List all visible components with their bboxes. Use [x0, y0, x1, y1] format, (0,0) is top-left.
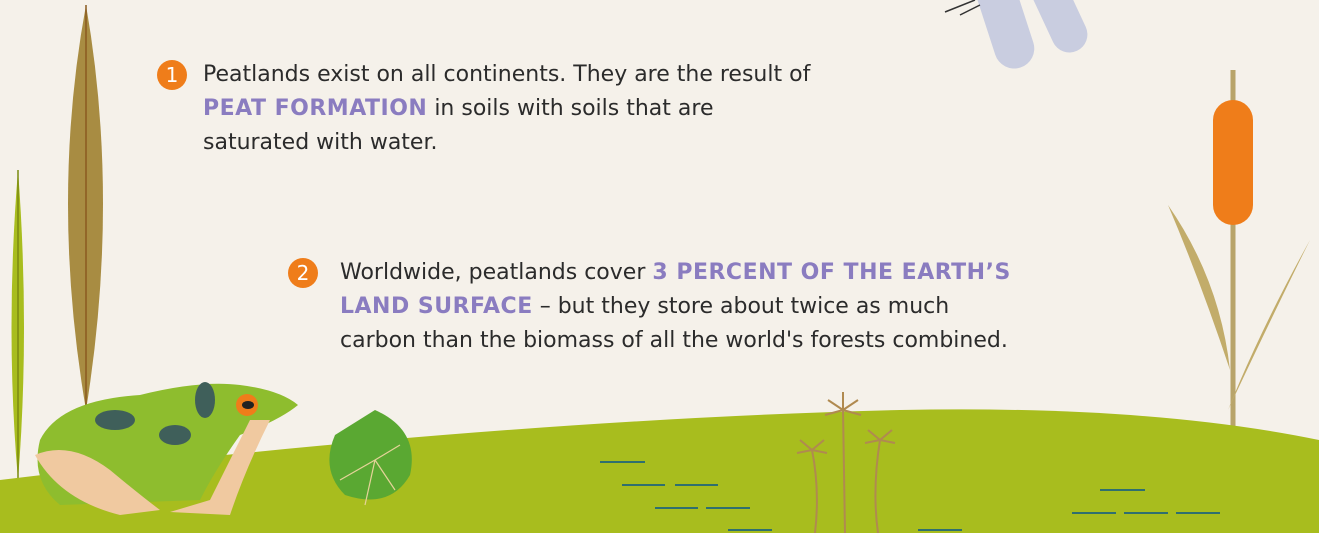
fact-item: 1 Peatlands exist on all continents. The…: [203, 58, 813, 160]
dragonfly: [945, 0, 1093, 74]
fact-text: Worldwide, peatlands cover: [340, 260, 652, 285]
highlight: PEAT FORMATION: [203, 96, 427, 121]
number-badge: 1: [157, 60, 187, 90]
cattail: [1168, 70, 1310, 470]
fact-item: 2 Worldwide, peatlands cover 3 PERCENT O…: [340, 256, 1020, 358]
infographic: 1 Peatlands exist on all continents. The…: [0, 0, 1319, 533]
number-badge: 2: [288, 258, 318, 288]
fact-text: Peatlands exist on all continents. They …: [203, 62, 810, 87]
